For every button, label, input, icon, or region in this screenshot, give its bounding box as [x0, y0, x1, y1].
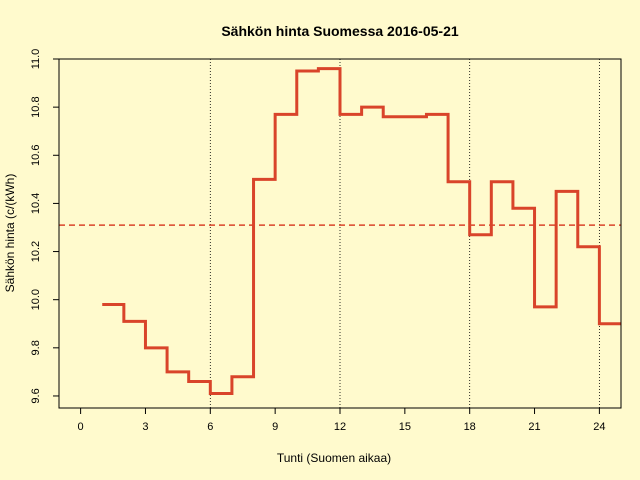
y-tick-label-7: 11.0 [30, 49, 42, 70]
x-tick-label-6: 18 [464, 421, 476, 433]
x-tick-label-5: 15 [399, 421, 411, 433]
x-tick-label-4: 12 [334, 421, 346, 433]
y-tick-label-0: 9.6 [30, 388, 42, 403]
y-axis-label: Sähkön hinta (c/(kWh) [3, 174, 17, 293]
price-step-line [102, 67, 621, 396]
x-axis-label: Tunti (Suomen aikaa) [277, 451, 391, 465]
y-tick-label-1: 9.8 [30, 340, 42, 355]
y-tick-label-4: 10.4 [30, 193, 42, 214]
x-tick-label-0: 0 [78, 421, 84, 433]
x-tick-label-1: 3 [142, 421, 148, 433]
series-group [102, 67, 621, 396]
x-tick-label-7: 21 [528, 421, 540, 433]
y-axis: 9.6 9.8 10.0 10.2 10.4 10.6 10.8 11.0 [30, 49, 60, 404]
y-tick-label-6: 10.8 [30, 96, 42, 117]
y-tick-label-2: 10.0 [30, 289, 42, 310]
y-tick-label-3: 10.2 [30, 241, 42, 262]
x-tick-label-8: 24 [593, 421, 605, 433]
y-tick-label-5: 10.6 [30, 145, 42, 166]
x-axis: 0 3 6 9 12 15 18 21 24 [78, 407, 606, 433]
chart-title: Sähkön hinta Suomessa 2016-05-21 [221, 23, 459, 39]
x-tick-label-3: 9 [272, 421, 278, 433]
x-tick-label-2: 6 [207, 421, 213, 433]
